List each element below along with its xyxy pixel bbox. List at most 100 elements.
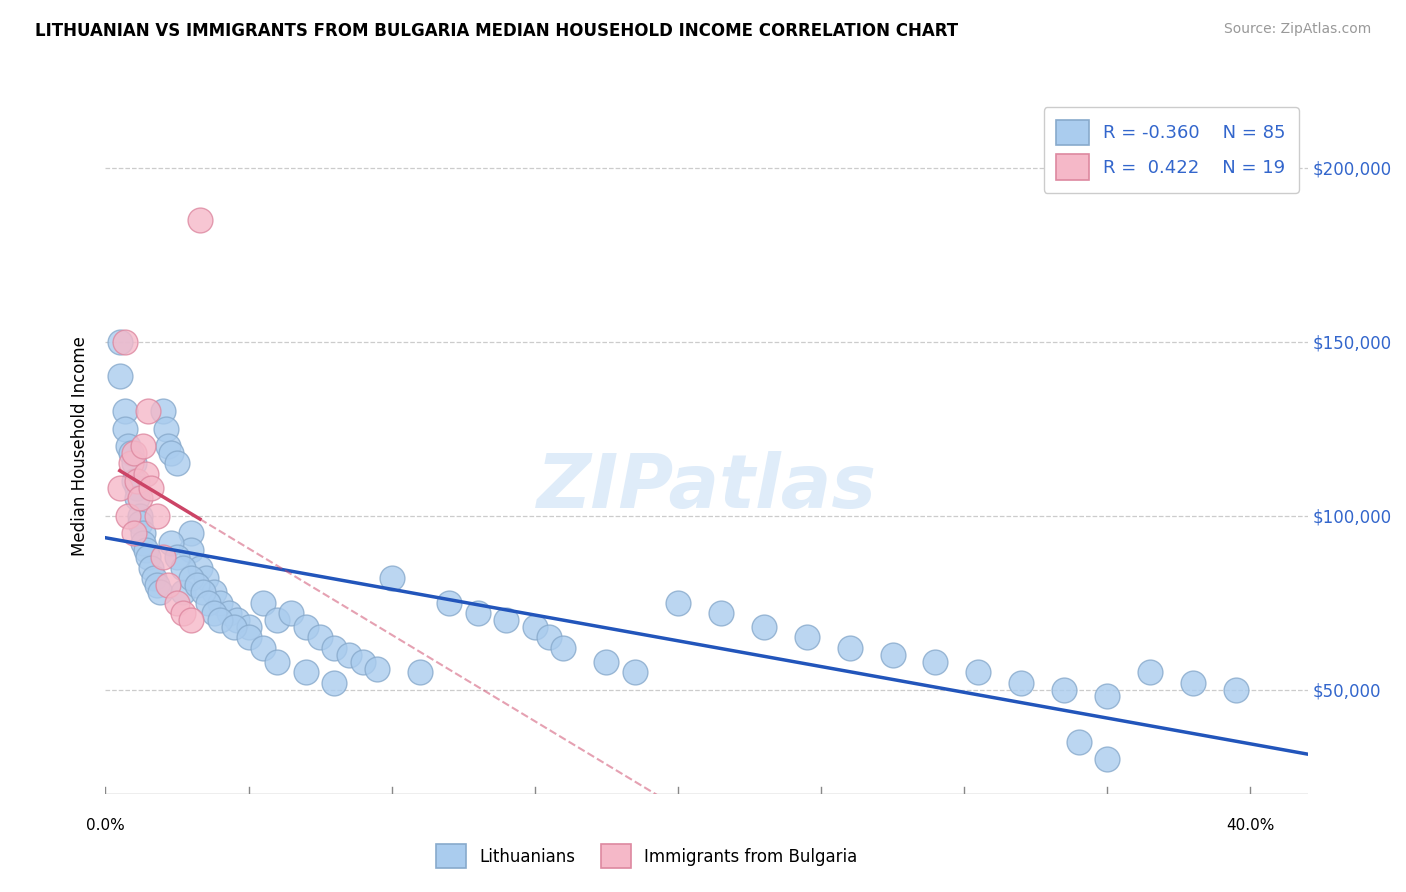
Y-axis label: Median Household Income: Median Household Income [72, 336, 90, 556]
Point [1182, 675, 1205, 690]
Point [252, 596, 274, 610]
Point [146, 508, 169, 523]
Point [1095, 690, 1118, 704]
Point [114, 334, 136, 349]
Point [114, 404, 136, 418]
Point [180, 613, 202, 627]
Point [238, 620, 260, 634]
Point [135, 467, 157, 481]
Point [323, 675, 346, 690]
Point [160, 536, 183, 550]
Point [120, 446, 142, 460]
Point [160, 446, 183, 460]
Point [495, 613, 517, 627]
Point [152, 404, 174, 418]
Point [186, 578, 208, 592]
Point [1010, 675, 1032, 690]
Point [128, 516, 150, 530]
Point [266, 613, 288, 627]
Point [197, 596, 219, 610]
Point [337, 648, 360, 662]
Point [924, 655, 946, 669]
Point [180, 525, 202, 540]
Point [208, 613, 231, 627]
Point [194, 571, 217, 585]
Point [266, 655, 288, 669]
Point [1053, 682, 1076, 697]
Point [467, 606, 489, 620]
Point [131, 439, 153, 453]
Point [117, 439, 139, 453]
Point [666, 596, 689, 610]
Point [295, 665, 318, 680]
Text: Source: ZipAtlas.com: Source: ZipAtlas.com [1223, 22, 1371, 37]
Point [796, 630, 818, 644]
Point [143, 571, 166, 585]
Point [128, 508, 150, 523]
Point [188, 561, 211, 575]
Point [202, 606, 225, 620]
Legend: R = -0.360    N = 85, R =  0.422    N = 19: R = -0.360 N = 85, R = 0.422 N = 19 [1043, 107, 1299, 193]
Point [120, 457, 142, 471]
Point [967, 665, 990, 680]
Point [624, 665, 647, 680]
Point [1095, 752, 1118, 766]
Point [149, 585, 172, 599]
Text: 0.0%: 0.0% [86, 818, 125, 833]
Point [122, 474, 145, 488]
Point [125, 474, 148, 488]
Point [295, 620, 318, 634]
Point [180, 571, 202, 585]
Point [553, 640, 575, 655]
Point [138, 550, 160, 565]
Point [135, 543, 157, 558]
Point [172, 561, 194, 575]
Point [122, 446, 145, 460]
Text: ZIPatlas: ZIPatlas [537, 451, 876, 524]
Text: 40.0%: 40.0% [1226, 818, 1274, 833]
Point [122, 525, 145, 540]
Point [141, 561, 163, 575]
Point [309, 630, 332, 644]
Point [128, 491, 150, 505]
Point [252, 640, 274, 655]
Point [188, 212, 211, 227]
Point [166, 457, 188, 471]
Point [172, 606, 194, 620]
Point [191, 585, 214, 599]
Point [180, 543, 202, 558]
Point [238, 630, 260, 644]
Point [166, 596, 188, 610]
Point [226, 613, 249, 627]
Point [166, 550, 188, 565]
Point [131, 525, 153, 540]
Point [595, 655, 617, 669]
Point [141, 481, 163, 495]
Point [157, 578, 180, 592]
Point [202, 585, 225, 599]
Point [125, 491, 148, 505]
Point [122, 457, 145, 471]
Point [108, 334, 131, 349]
Point [131, 536, 153, 550]
Point [538, 630, 561, 644]
Point [108, 481, 131, 495]
Point [437, 596, 460, 610]
Point [352, 655, 374, 669]
Point [138, 404, 160, 418]
Text: LITHUANIAN VS IMMIGRANTS FROM BULGARIA MEDIAN HOUSEHOLD INCOME CORRELATION CHART: LITHUANIAN VS IMMIGRANTS FROM BULGARIA M… [35, 22, 959, 40]
Point [323, 640, 346, 655]
Point [710, 606, 733, 620]
Point [838, 640, 860, 655]
Point [152, 550, 174, 565]
Point [224, 620, 246, 634]
Point [218, 606, 240, 620]
Point [157, 439, 180, 453]
Point [752, 620, 775, 634]
Point [117, 508, 139, 523]
Point [1067, 735, 1090, 749]
Point [523, 620, 546, 634]
Legend: Lithuanians, Immigrants from Bulgaria: Lithuanians, Immigrants from Bulgaria [430, 838, 863, 875]
Point [1139, 665, 1161, 680]
Point [155, 422, 177, 436]
